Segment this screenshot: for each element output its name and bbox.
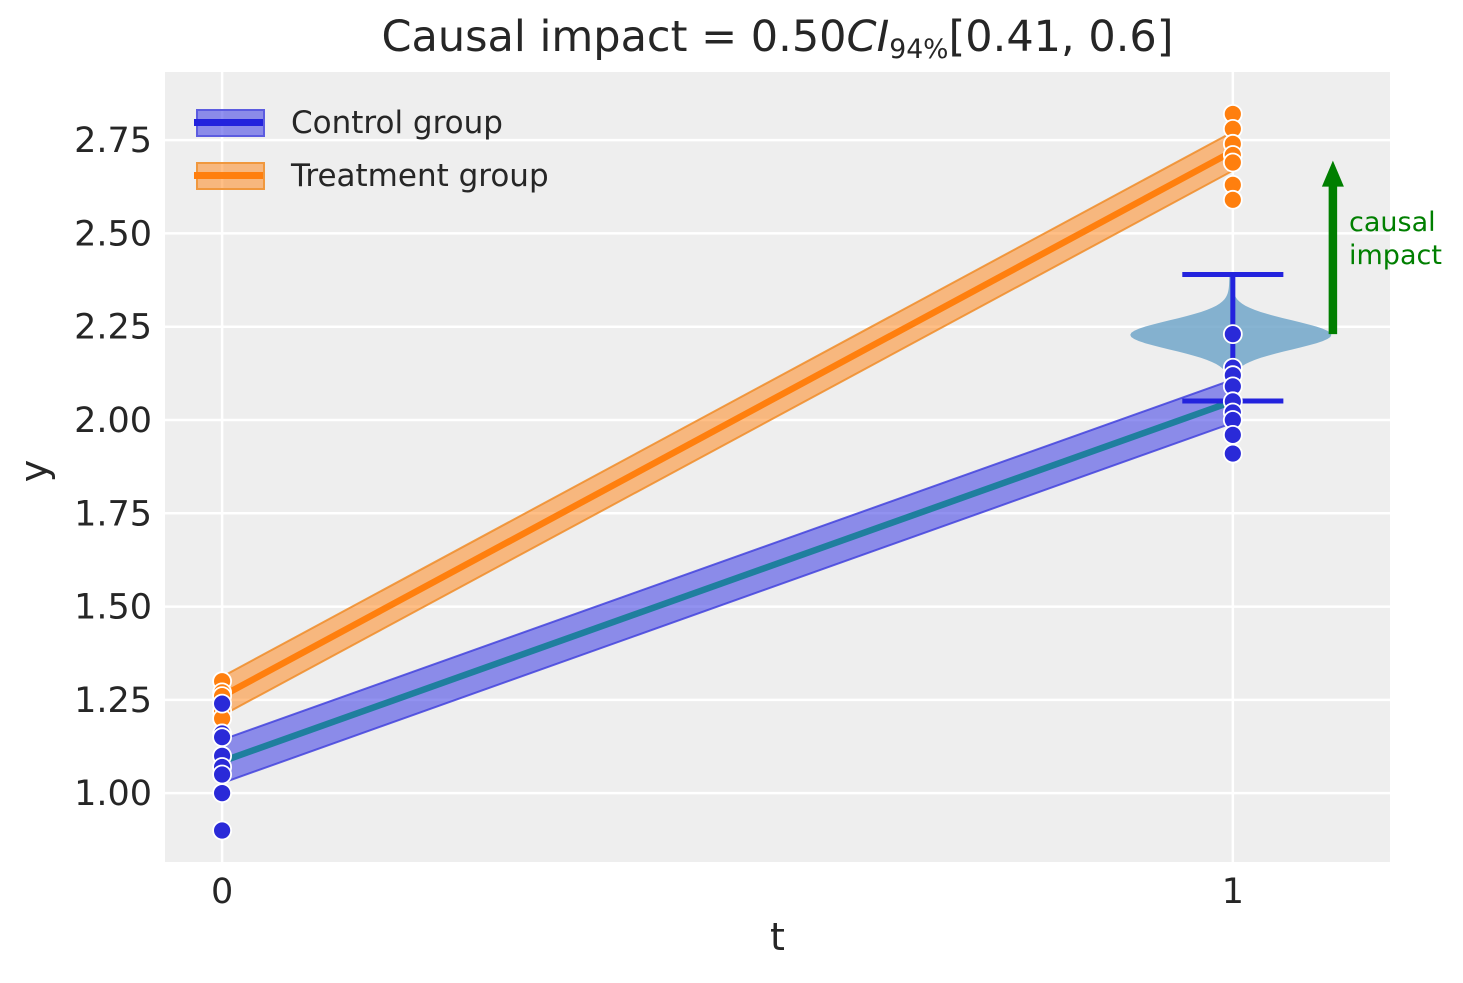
control-scatter-point [212, 820, 233, 841]
legend-item-treatment: Treatment group [194, 149, 549, 202]
legend-item-control: Control group [194, 96, 549, 149]
annotation-line-2: impact [1349, 240, 1442, 271]
annotation-line-1: causal [1349, 207, 1436, 238]
regression-line [220, 148, 1235, 699]
title-ci-level: 94% [889, 33, 949, 65]
legend-swatch-treatment [194, 161, 265, 190]
control-scatter-point [212, 727, 233, 748]
title-interval: [0.41, 0.6] [948, 12, 1174, 62]
y-tick-label: 1.00 [74, 774, 152, 814]
title-prefix: Causal impact = 0.50 [381, 12, 847, 62]
control-scatter-point [1222, 443, 1243, 464]
control-scatter-point [212, 783, 233, 804]
y-tick-label: 2.50 [74, 214, 152, 254]
control-scatter-point [1222, 324, 1243, 345]
legend-swatch-line-control [194, 119, 263, 126]
y-tick-label: 1.25 [74, 681, 152, 721]
x-axis-label: t [770, 915, 785, 959]
legend-swatch-control [194, 108, 265, 137]
control-scatter-point [212, 693, 233, 714]
causal-impact-annotation: causal impact [1349, 206, 1442, 272]
y-tick-label: 1.75 [74, 494, 152, 534]
treatment-scatter-point [1222, 152, 1243, 173]
control-scatter-point [1222, 425, 1243, 445]
legend-label-control: Control group [291, 104, 503, 141]
y-tick-label: 2.00 [74, 401, 152, 441]
x-tick-label: 1 [1222, 872, 1244, 912]
title-ci-symbol: CI [846, 12, 890, 62]
regression-line [221, 398, 1234, 765]
y-tick-label: 2.75 [74, 121, 152, 161]
treatment-scatter-point [1222, 189, 1243, 210]
legend: Control group Treatment group [194, 96, 549, 202]
chart-title: Causal impact = 0.50CI94%[0.41, 0.6] [165, 12, 1390, 65]
causal-impact-arrow-head [1321, 160, 1344, 187]
x-tick-label: 0 [211, 872, 233, 912]
y-axis-label: y [12, 459, 56, 483]
legend-swatch-line-treatment [194, 172, 263, 179]
y-tick-label: 1.50 [74, 588, 152, 628]
control-scatter-point [212, 764, 233, 785]
legend-label-treatment: Treatment group [291, 157, 549, 194]
y-tick-label: 2.25 [74, 308, 152, 348]
